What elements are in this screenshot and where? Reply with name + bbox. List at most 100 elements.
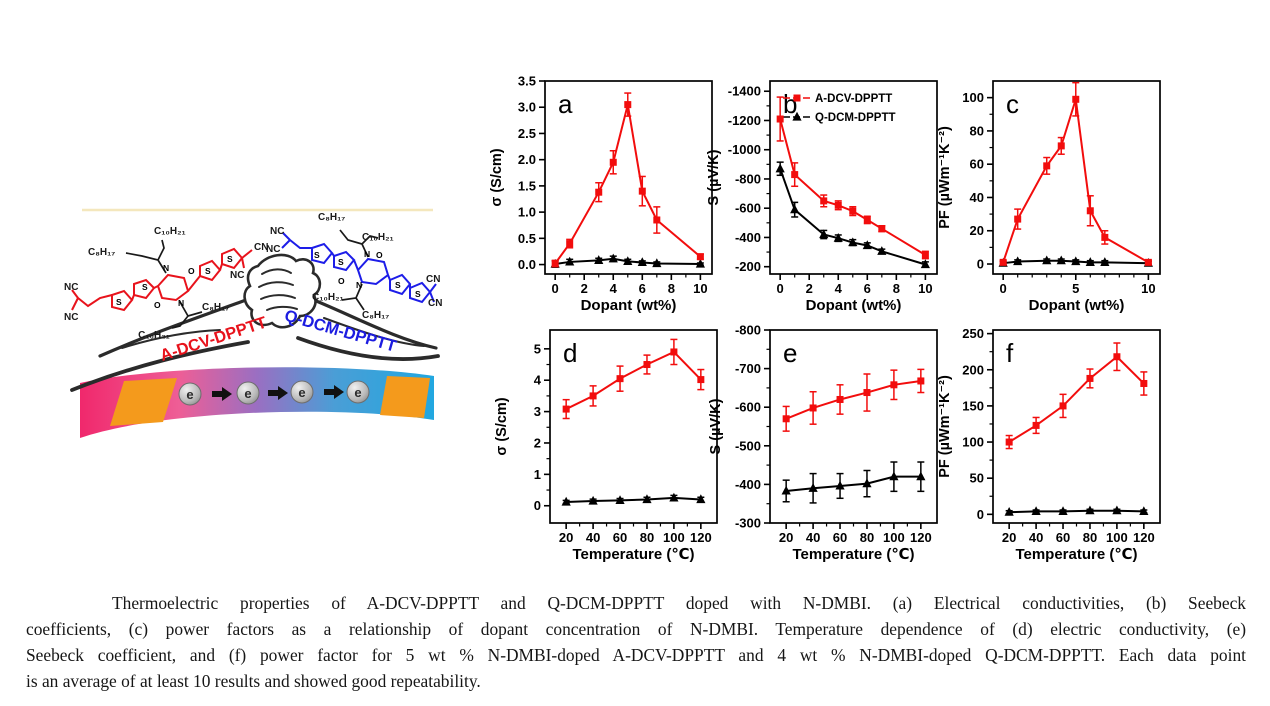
electron-flow: e e e e [178,380,370,406]
svg-text:Temperature (℃): Temperature (℃) [1015,546,1137,563]
svg-text:20: 20 [779,530,793,545]
svg-text:10: 10 [1141,281,1155,296]
svg-text:1.0: 1.0 [518,205,536,220]
svg-text:S: S [338,257,344,267]
svg-text:-600: -600 [735,201,761,216]
electrode-right [380,376,430,418]
svg-text:c: c [1006,89,1019,119]
svg-text:e: e [244,386,251,401]
svg-text:40: 40 [970,190,984,205]
svg-text:N: N [364,249,370,259]
svg-text:80: 80 [860,530,874,545]
svg-text:NC: NC [270,226,284,237]
svg-text:f: f [1006,338,1014,368]
svg-text:C₈H₁₇: C₈H₁₇ [362,310,389,321]
svg-text:150: 150 [962,398,984,413]
svg-text:6: 6 [864,281,871,296]
caption-line: Thermoelectric properties of A-DCV-DPPTT… [112,593,1246,613]
svg-text:O: O [188,266,195,276]
svg-text:100: 100 [962,90,984,105]
svg-text:Dopant (wt%): Dopant (wt%) [806,297,902,314]
svg-text:S: S [415,289,421,299]
svg-text:60: 60 [970,157,984,172]
left-polymer-label: A-DCV-DPPTT [158,314,269,365]
svg-text:2.0: 2.0 [518,152,536,167]
svg-text:C₁₀H₂₁: C₁₀H₂₁ [154,226,186,237]
thermoelectric-strip: e e e e [80,367,434,438]
svg-text:S: S [205,266,211,276]
svg-text:S: S [395,280,401,290]
svg-text:NC: NC [64,282,78,293]
electron-icon [236,381,260,405]
chart-seebeck-vs-temperature: 20 40 60 80 100 120 -800 -700 -600 -500 -400 -300 Te… [708,323,938,563]
chart-powerfactor-vs-temperature: 20 40 60 80 100 120 0 50 100 150 200 250 Temperature… [937,326,1161,563]
svg-text:2.5: 2.5 [518,126,536,141]
caption-line: coefficients, (c) power factors as a rel… [26,618,1246,639]
svg-text:-800: -800 [735,171,761,186]
svg-text:-1000: -1000 [728,142,761,157]
svg-text:20: 20 [970,223,984,238]
svg-text:1: 1 [534,467,541,482]
svg-text:60: 60 [833,530,847,545]
svg-text:NC: NC [230,270,244,281]
svg-text:-1200: -1200 [728,113,761,128]
svg-text:80: 80 [1083,530,1097,545]
svg-text:2: 2 [581,281,588,296]
svg-text:O: O [154,300,161,310]
svg-text:-500: -500 [735,438,761,453]
svg-text:e: e [783,338,797,368]
svg-text:3: 3 [534,404,541,419]
svg-text:C₈H₁₇: C₈H₁₇ [88,247,115,258]
svg-text:100: 100 [883,530,905,545]
electrode-left [110,378,177,426]
svg-text:S: S [116,297,122,307]
svg-text:σ (S/cm): σ (S/cm) [489,148,505,206]
chart-conductivity-vs-temperature: 20 40 60 80 100 120 0 1 2 3 4 5 Temperature (℃) σ (S/… [494,329,718,563]
svg-text:0: 0 [534,498,541,513]
svg-text:100: 100 [663,530,685,545]
svg-text:N: N [163,263,169,273]
svg-text:60: 60 [613,530,627,545]
svg-text:4: 4 [835,281,843,296]
svg-text:PF (µWm⁻¹K⁻²): PF (µWm⁻¹K⁻²) [937,375,953,478]
arm-wrestling-art [70,253,440,392]
svg-text:-600: -600 [735,400,761,415]
svg-text:Q-DCM-DPPTT: Q-DCM-DPPTT [815,112,896,124]
svg-text:-400: -400 [735,230,761,245]
red-molecule: C₈H₁₇ C₁₀H₂₁ C₈H₁₇ C₁₀H₂₁ NC NC CN NC S … [64,226,268,341]
electron-icon [290,380,314,404]
svg-text:0: 0 [552,281,559,296]
svg-text:a: a [558,89,573,119]
svg-text:200: 200 [962,362,984,377]
svg-text:6: 6 [639,281,646,296]
svg-text:C₁₀H₂₁: C₁₀H₂₁ [362,232,394,243]
svg-text:PF (µWm⁻¹K⁻²): PF (µWm⁻¹K⁻²) [937,126,953,229]
svg-text:0.0: 0.0 [518,257,536,272]
svg-text:2: 2 [534,435,541,450]
svg-text:S: S [227,254,233,264]
svg-text:10: 10 [918,281,932,296]
arrow-right-icon [268,386,288,400]
svg-text:250: 250 [962,326,984,341]
svg-text:10: 10 [693,281,707,296]
svg-text:8: 8 [668,281,675,296]
caption-line: Seebeck coefficient, and (f) power facto… [26,644,1246,665]
svg-text:N: N [356,280,362,290]
svg-text:C₁₀H₂₁: C₁₀H₂₁ [312,292,344,303]
chart-conductivity-vs-dopant: 0 2 4 6 8 10 0.0 0.5 1.0 1.5 2.0 2.5 3.0 3.5 Dopant (w… [489,74,713,314]
svg-text:NC: NC [64,312,78,323]
svg-text:O: O [338,276,345,286]
svg-text:O: O [376,250,383,260]
svg-text:e: e [354,385,361,400]
svg-text:e: e [186,387,193,402]
svg-text:NC: NC [266,244,280,255]
svg-text:Dopant (wt%): Dopant (wt%) [1029,297,1125,314]
svg-text:100: 100 [962,435,984,450]
svg-text:b: b [783,89,797,119]
svg-text:0: 0 [977,507,984,522]
svg-text:1.5: 1.5 [518,178,536,193]
svg-text:S: S [314,250,320,260]
svg-text:4: 4 [610,281,618,296]
figure-caption: Thermoelectric properties of A-DCV-DPPTT… [26,591,1246,695]
